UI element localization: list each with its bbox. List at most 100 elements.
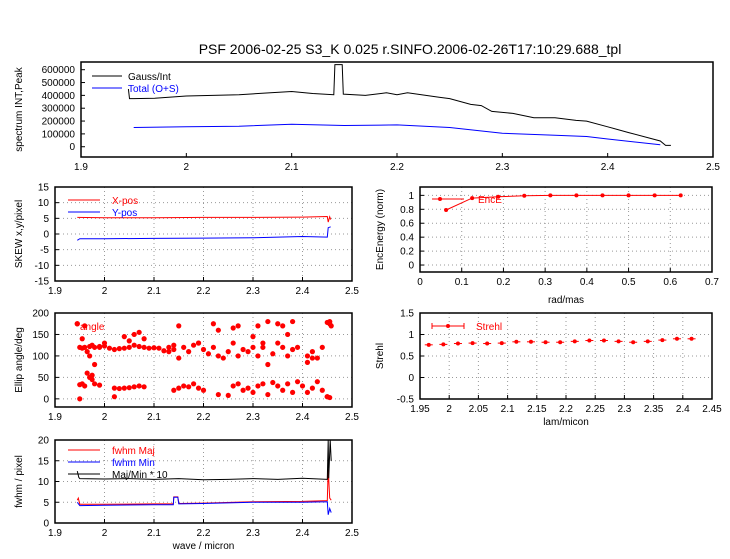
- data-point: [499, 341, 504, 346]
- x-tick-label: 2: [102, 528, 108, 539]
- data-point: [275, 321, 281, 327]
- y-tick-label: 1.5: [400, 309, 414, 320]
- data-point: [210, 321, 216, 327]
- x-tick-label: 2.5: [345, 528, 359, 539]
- y-tick-label: 300000: [42, 104, 76, 115]
- y-tick-label: -15: [35, 277, 50, 288]
- y-tick-label: 15: [38, 456, 50, 467]
- x-tick-label: 2.15: [527, 404, 547, 415]
- x-tick-label: 2.25: [585, 404, 605, 415]
- data-point: [141, 384, 147, 390]
- y-axis-label: SKEW x,y/pixel: [14, 200, 25, 268]
- x-tick-label: 2.3: [246, 286, 260, 297]
- x-tick-label: 0.7: [705, 277, 719, 288]
- y-axis-label: Strehl: [375, 343, 386, 369]
- y-tick-label: 0.6: [400, 219, 414, 230]
- data-point: [294, 344, 301, 350]
- data-point: [255, 353, 261, 359]
- data-point: [441, 342, 446, 347]
- data-point: [121, 345, 127, 351]
- data-point: [616, 339, 621, 344]
- data-point: [92, 361, 98, 368]
- data-point: [645, 339, 650, 344]
- data-point: [106, 345, 113, 351]
- data-point: [225, 392, 231, 399]
- legend-marker: [446, 324, 450, 328]
- data-point: [280, 387, 286, 393]
- series-line-maj-min-10: [76, 440, 332, 481]
- x-axis-label: wave / micron: [172, 541, 235, 552]
- data-point: [215, 391, 221, 398]
- data-point: [600, 193, 605, 198]
- x-tick-label: 2.1: [147, 528, 161, 539]
- x-tick-label: 2.2: [197, 412, 211, 423]
- data-point: [485, 341, 490, 346]
- data-point: [652, 193, 657, 198]
- data-point: [275, 383, 281, 389]
- data-point: [309, 355, 315, 361]
- data-point: [116, 346, 122, 352]
- data-point: [84, 370, 90, 376]
- data-point: [240, 346, 246, 353]
- data-point: [171, 346, 177, 353]
- y-tick-label: 1: [408, 330, 414, 341]
- y-tick-label: 400000: [42, 91, 76, 102]
- data-point: [327, 318, 333, 325]
- data-point: [220, 355, 226, 361]
- data-point: [275, 340, 281, 346]
- data-point: [166, 349, 172, 355]
- data-point: [74, 321, 80, 327]
- data-point: [89, 376, 95, 383]
- data-point: [587, 338, 592, 343]
- data-point: [230, 340, 236, 346]
- x-tick-label: 2.2: [197, 286, 211, 297]
- plot-area: [127, 64, 671, 146]
- x-tick-label: 2.35: [644, 404, 664, 415]
- x-tick-label: 0: [417, 277, 423, 288]
- x-axis-label: lam/micon: [543, 417, 589, 428]
- x-tick-label: 2.5: [345, 286, 359, 297]
- data-point: [126, 344, 132, 350]
- y-tick-label: 0.8: [400, 205, 414, 216]
- data-point: [200, 387, 207, 393]
- y-tick-label: 10: [38, 477, 50, 488]
- data-point: [444, 207, 449, 212]
- legend-label: Strehl: [476, 322, 502, 333]
- x-tick-label: 2.2: [390, 162, 404, 173]
- data-point: [260, 344, 266, 350]
- data-point: [116, 385, 122, 392]
- data-point: [631, 340, 636, 345]
- data-point: [195, 385, 202, 391]
- data-point: [558, 340, 563, 345]
- y-tick-label: 600000: [42, 65, 76, 76]
- plot-frame: [80, 61, 714, 158]
- data-point: [131, 342, 137, 348]
- data-point: [176, 323, 182, 329]
- data-point: [200, 346, 207, 353]
- series-line-y-pos: [77, 226, 331, 241]
- legend-label: Gauss/Int: [128, 72, 171, 83]
- data-point: [280, 344, 286, 350]
- data-point: [290, 389, 296, 396]
- data-point: [543, 340, 548, 345]
- data-point: [240, 387, 246, 393]
- data-point: [82, 383, 88, 389]
- y-tick-label: 500000: [42, 78, 76, 89]
- data-point: [548, 193, 553, 198]
- x-tick-label: 2.4: [296, 528, 310, 539]
- data-point: [528, 339, 533, 344]
- data-point: [136, 343, 142, 350]
- data-point: [146, 345, 152, 351]
- plot-area: [424, 336, 696, 347]
- x-tick-label: 1.95: [410, 404, 430, 415]
- data-point: [79, 336, 85, 342]
- x-tick-label: 2.4: [676, 404, 690, 415]
- data-point: [319, 387, 325, 393]
- plot-frame: [419, 312, 713, 400]
- x-tick-label: 1.9: [48, 528, 62, 539]
- plot-area: [76, 440, 332, 515]
- data-point: [89, 372, 95, 378]
- x-tick-label: 2: [102, 412, 108, 423]
